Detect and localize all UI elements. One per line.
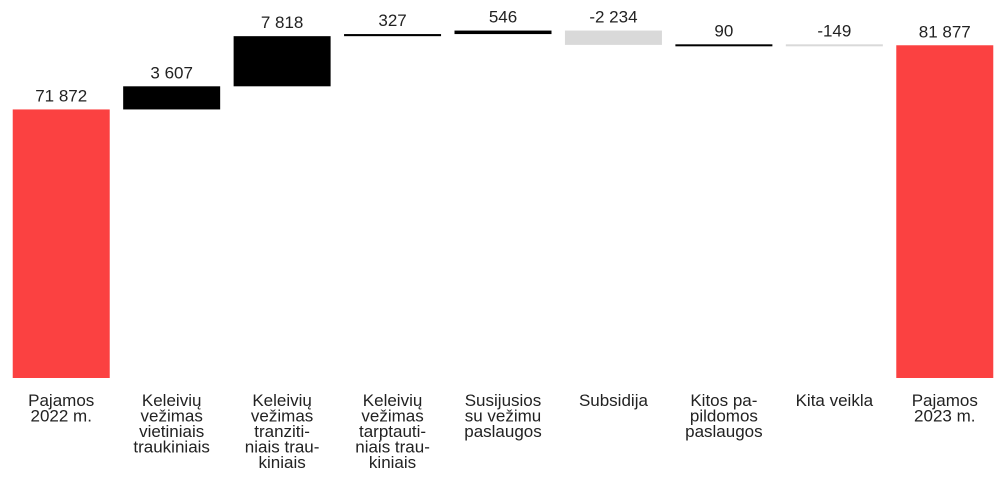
category-label: tarptauti- (359, 422, 426, 441)
category-label: kiniais (369, 453, 416, 472)
bar (233, 36, 331, 87)
category-label: paslaugos (464, 422, 542, 441)
value-label: 7 818 (261, 13, 304, 32)
category-label: Kita veikla (796, 391, 874, 410)
bar (12, 109, 110, 379)
category-label: vežimas (361, 407, 423, 426)
category-label: paslaugos (685, 422, 763, 441)
bar (675, 44, 773, 47)
category-label: 2022 m. (31, 407, 92, 426)
bar (564, 30, 662, 45)
value-label: 546 (489, 8, 517, 27)
category-label: Kitos pa- (690, 391, 757, 410)
category-label: pildomos (690, 407, 758, 426)
bar (785, 44, 883, 47)
bar (454, 30, 552, 35)
category-label: tranziti- (254, 422, 310, 441)
value-label: 71 872 (35, 86, 87, 105)
value-label: 90 (714, 21, 733, 40)
value-label: -2 234 (589, 8, 637, 27)
category-label: Subsidija (579, 391, 649, 410)
category-label: Pajamos (28, 391, 94, 410)
category-label: Pajamos (912, 391, 978, 410)
category-label: niais trau- (245, 438, 320, 457)
category-label: vietiniais (139, 422, 204, 441)
category-label: Susijusios (465, 391, 542, 410)
category-label: vežimas (140, 407, 202, 426)
bar (896, 45, 994, 378)
category-label: su vežimu (465, 407, 542, 426)
value-label: 327 (378, 11, 406, 30)
category-label: 2023 m. (914, 407, 975, 426)
category-label: Keleivių (142, 391, 202, 410)
category-label: Keleivių (363, 391, 423, 410)
category-label: kiniais (258, 453, 305, 472)
category-label: vežimas (251, 407, 313, 426)
category-label: traukiniais (133, 438, 210, 457)
value-label: -149 (817, 21, 851, 40)
value-label: 81 877 (919, 22, 971, 41)
value-label: 3 607 (150, 63, 193, 82)
category-label: niais trau- (355, 438, 430, 457)
bar (344, 34, 442, 37)
bar (123, 86, 221, 110)
category-label: Keleivių (252, 391, 312, 410)
